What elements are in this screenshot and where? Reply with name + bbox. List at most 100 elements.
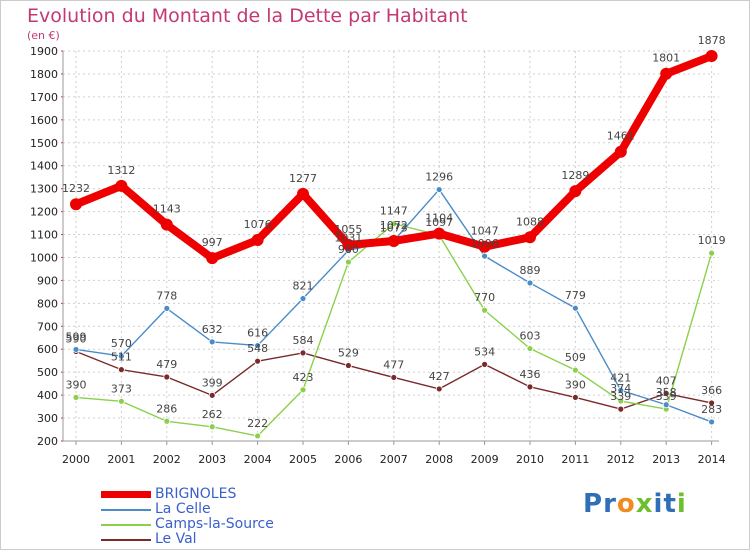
data-point xyxy=(254,432,262,440)
data-point xyxy=(118,352,125,360)
data-label: 374 xyxy=(610,382,631,395)
data-point xyxy=(526,383,534,391)
data-label: 779 xyxy=(565,289,586,302)
y-tick-label: 1900 xyxy=(30,45,58,58)
legend-label-camps-la-source: Camps-la-Source xyxy=(155,516,274,532)
data-point xyxy=(478,240,491,253)
data-point xyxy=(481,252,489,260)
y-tick-label: 800 xyxy=(37,297,58,310)
x-tick-label: 2003 xyxy=(198,453,226,466)
x-tick-label: 2008 xyxy=(425,453,453,466)
data-point xyxy=(160,218,173,231)
data-label: 366 xyxy=(701,384,722,397)
data-label: 283 xyxy=(701,403,722,416)
data-label: 339 xyxy=(610,390,631,403)
data-point xyxy=(526,279,534,287)
chart-subtitle: (en €) xyxy=(27,29,60,42)
legend-label-le-val: Le Val xyxy=(155,531,197,547)
data-point xyxy=(72,394,80,401)
data-label: 632 xyxy=(202,323,223,336)
data-point xyxy=(524,231,536,244)
x-tick-label: 2005 xyxy=(289,453,317,466)
legend-swatch-la-celle xyxy=(101,508,151,511)
data-point xyxy=(115,179,128,192)
data-point xyxy=(206,252,219,265)
data-point xyxy=(526,345,534,352)
data-label: 390 xyxy=(565,378,586,391)
data-label: 373 xyxy=(111,382,132,395)
data-point xyxy=(617,405,625,413)
y-tick-label: 200 xyxy=(37,435,58,448)
data-label: 603 xyxy=(520,330,541,343)
y-tick-label: 1600 xyxy=(30,114,58,127)
data-point xyxy=(70,198,82,211)
legend-item-la-celle[interactable]: La Celle xyxy=(101,502,274,517)
data-point xyxy=(433,227,446,240)
x-tick-label: 2011 xyxy=(561,453,589,466)
legend-item-brignoles[interactable]: BRIGNOLES xyxy=(101,487,274,502)
data-label: 1878 xyxy=(698,34,726,47)
data-point xyxy=(660,67,673,80)
x-tick-label: 2000 xyxy=(62,453,90,466)
data-label: 584 xyxy=(293,334,314,347)
data-point xyxy=(72,346,80,353)
legend-item-camps-la-source[interactable]: Camps-la-Source xyxy=(101,517,274,532)
data-point xyxy=(344,258,352,266)
data-point xyxy=(163,304,171,312)
data-label: 1312 xyxy=(107,164,135,177)
data-label: 407 xyxy=(656,375,677,388)
y-tick-label: 1200 xyxy=(30,206,58,219)
x-tick-label: 2007 xyxy=(380,453,408,466)
data-label: 511 xyxy=(111,351,132,364)
logo-letter: i xyxy=(676,489,687,519)
chart-title: Evolution du Montant de la Dette par Hab… xyxy=(27,5,468,27)
proxiti-logo[interactable]: Proxiti xyxy=(583,489,687,519)
data-label: 997 xyxy=(202,236,223,249)
data-point xyxy=(254,342,262,349)
data-label: 1801 xyxy=(652,52,680,65)
data-label: 1143 xyxy=(153,203,181,216)
data-label: 423 xyxy=(293,371,314,384)
y-tick-label: 1400 xyxy=(30,160,58,173)
data-label: 599 xyxy=(66,330,87,343)
x-tick-label: 2006 xyxy=(334,453,362,466)
data-label: 529 xyxy=(338,347,359,360)
x-tick-label: 2009 xyxy=(471,453,499,466)
data-label: 399 xyxy=(202,376,223,389)
data-point xyxy=(251,234,264,247)
data-point xyxy=(390,220,398,228)
data-point xyxy=(569,185,582,198)
logo-letter: r xyxy=(603,489,617,519)
logo-letter: x xyxy=(635,489,654,519)
y-tick-label: 900 xyxy=(37,274,58,287)
data-label: 421 xyxy=(610,371,631,384)
data-label: 778 xyxy=(156,289,177,302)
data-label: 590 xyxy=(66,333,87,346)
data-point xyxy=(208,391,216,399)
data-point xyxy=(163,417,171,425)
data-point xyxy=(297,187,309,200)
data-label: 1031 xyxy=(334,231,362,244)
data-label: 436 xyxy=(520,368,541,381)
data-point xyxy=(342,238,355,251)
data-label: 1047 xyxy=(471,225,499,238)
data-point xyxy=(390,374,398,381)
data-label: 1289 xyxy=(561,169,589,182)
legend-item-le-val[interactable]: Le Val xyxy=(101,532,274,547)
logo-letter: o xyxy=(616,489,636,519)
data-point xyxy=(708,418,715,426)
data-label: 548 xyxy=(247,342,268,355)
data-point xyxy=(118,366,125,374)
y-tick-label: 400 xyxy=(37,389,58,402)
legend-label-brignoles: BRIGNOLES xyxy=(155,486,237,502)
x-tick-label: 2002 xyxy=(153,453,181,466)
data-label: 889 xyxy=(520,264,541,277)
legend-swatch-brignoles xyxy=(101,491,151,498)
data-point xyxy=(572,394,579,401)
y-tick-label: 700 xyxy=(37,320,58,333)
data-point xyxy=(435,186,443,193)
data-label: 1055 xyxy=(334,223,362,236)
data-label: 1088 xyxy=(516,215,544,228)
